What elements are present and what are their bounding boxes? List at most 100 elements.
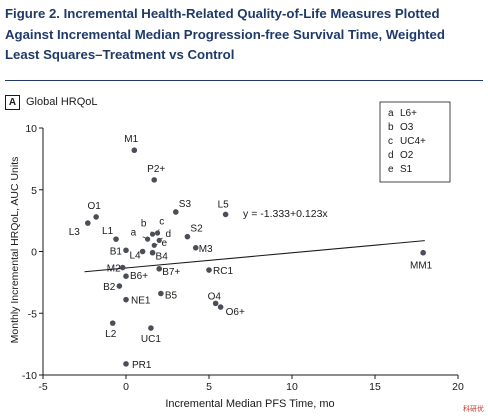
data-point-label: O6+ bbox=[226, 307, 245, 318]
point-m1: M1 bbox=[124, 134, 139, 154]
data-point-marker bbox=[139, 248, 146, 255]
point-pr1: PR1 bbox=[123, 360, 152, 371]
point-rc1: RC1 bbox=[206, 266, 233, 277]
panel-name: Global HRQoL bbox=[26, 96, 98, 108]
point-uc1: UC1 bbox=[141, 325, 161, 345]
data-point-label: M2 bbox=[107, 264, 121, 275]
point-s2: S2 bbox=[184, 224, 203, 240]
x-tick-label: 5 bbox=[206, 381, 212, 393]
data-point-marker bbox=[149, 231, 156, 237]
data-point-label: S3 bbox=[179, 199, 192, 210]
data-point-label: MM1 bbox=[410, 261, 433, 272]
point-o1: O1 bbox=[87, 201, 101, 220]
data-point-label: NE1 bbox=[131, 296, 151, 307]
key-row: a L6+ bbox=[388, 108, 417, 119]
data-point-label: B5 bbox=[165, 290, 178, 301]
data-point-marker bbox=[212, 300, 219, 307]
data-point-marker bbox=[151, 177, 158, 183]
data-point-label: P2+ bbox=[147, 164, 165, 175]
data-point-label: e bbox=[162, 238, 168, 249]
figure-title: Figure 2. Incremental Health-Related Qua… bbox=[5, 6, 445, 62]
watermark-logo: 科研优 bbox=[463, 405, 484, 413]
data-point-label: RC1 bbox=[213, 266, 233, 277]
data-point-label: M3 bbox=[199, 244, 213, 255]
data-point-marker bbox=[85, 220, 91, 226]
data-point-label: a bbox=[131, 228, 137, 239]
key-row: b O3 bbox=[388, 122, 414, 133]
data-point-label: O4 bbox=[208, 291, 222, 302]
data-point-marker bbox=[123, 247, 129, 254]
data-point-label: B4 bbox=[156, 252, 169, 263]
point-m3: M3 bbox=[192, 244, 213, 255]
y-tick-label: 5 bbox=[31, 185, 37, 197]
point-c: c bbox=[154, 216, 164, 236]
data-point-label: d bbox=[166, 229, 172, 240]
y-tick-label: 0 bbox=[31, 247, 37, 259]
point-b: b bbox=[141, 219, 156, 237]
y-tick-label: 10 bbox=[25, 123, 37, 135]
data-point-marker bbox=[158, 290, 164, 297]
key-name: S1 bbox=[400, 164, 413, 175]
data-point-marker bbox=[156, 265, 162, 272]
x-tick-label: 0 bbox=[123, 381, 129, 393]
data-point-label: O1 bbox=[87, 201, 101, 212]
key-letter: e bbox=[388, 164, 394, 175]
point-b7-plus: B7+ bbox=[156, 265, 180, 278]
point-ne1: NE1 bbox=[123, 296, 151, 307]
key-name: L6+ bbox=[400, 108, 417, 119]
label-key-box: a L6+ b O3 c UC4+ d O2 e S1 bbox=[379, 101, 451, 183]
key-name: O3 bbox=[400, 122, 414, 133]
data-point-marker bbox=[116, 283, 123, 289]
point-l1: L1 bbox=[102, 226, 119, 242]
data-point-marker bbox=[123, 296, 129, 303]
point-e: e bbox=[151, 238, 168, 249]
data-point-marker bbox=[109, 320, 116, 326]
point-d: d bbox=[156, 229, 172, 243]
point-mm1: MM1 bbox=[410, 249, 433, 272]
data-point-label: B6+ bbox=[130, 271, 148, 282]
key-letter: b bbox=[388, 122, 394, 133]
point-s3: S3 bbox=[173, 199, 191, 215]
data-point-marker bbox=[148, 325, 154, 331]
x-axis-label: Incremental Median PFS Time, mo bbox=[165, 398, 334, 410]
panel-letter-badge: A bbox=[5, 94, 20, 110]
point-l5: L5 bbox=[218, 199, 229, 218]
data-point-marker bbox=[119, 264, 126, 271]
data-point-label: b bbox=[141, 219, 147, 230]
key-name: UC4+ bbox=[400, 136, 426, 147]
point-p2-plus: P2+ bbox=[147, 164, 165, 183]
data-point-label: c bbox=[159, 216, 164, 227]
key-box-frame bbox=[379, 101, 451, 183]
data-point-marker bbox=[149, 249, 156, 256]
y-axis-label: Monthly Incremental HRQoL, AUC Units bbox=[9, 157, 21, 344]
data-point-label: PR1 bbox=[132, 360, 152, 371]
data-point-label: UC1 bbox=[141, 334, 161, 345]
data-point-marker bbox=[154, 230, 161, 236]
point-o4: O4 bbox=[208, 291, 222, 307]
regression-group: y = -1.333+0.123x bbox=[84, 208, 425, 273]
title-rule bbox=[5, 80, 483, 81]
key-letter: a bbox=[388, 108, 394, 119]
data-point-label: L1 bbox=[102, 226, 114, 237]
data-point-label: B2 bbox=[103, 282, 116, 293]
key-letter: c bbox=[388, 136, 393, 147]
point-b1: B1 bbox=[110, 246, 129, 257]
data-point-marker bbox=[206, 267, 212, 273]
regression-line bbox=[84, 240, 425, 273]
data-point-label: B1 bbox=[110, 246, 123, 257]
key-row: d O2 bbox=[388, 150, 414, 161]
data-point-marker bbox=[217, 304, 224, 310]
y-tick-label: -10 bbox=[22, 370, 37, 382]
x-tick-label: 15 bbox=[369, 381, 381, 393]
point-a: a bbox=[131, 228, 151, 242]
data-point-label: L3 bbox=[69, 227, 81, 238]
data-point-label: L4 bbox=[129, 251, 141, 262]
data-point-marker bbox=[144, 236, 151, 242]
regression-equation: y = -1.333+0.123x bbox=[243, 208, 328, 220]
point-b5: B5 bbox=[158, 290, 178, 301]
data-point-marker bbox=[184, 233, 191, 240]
key-letter: d bbox=[388, 150, 394, 161]
point-b6-plus: B6+ bbox=[123, 271, 148, 282]
key-row: c UC4+ bbox=[388, 136, 426, 147]
